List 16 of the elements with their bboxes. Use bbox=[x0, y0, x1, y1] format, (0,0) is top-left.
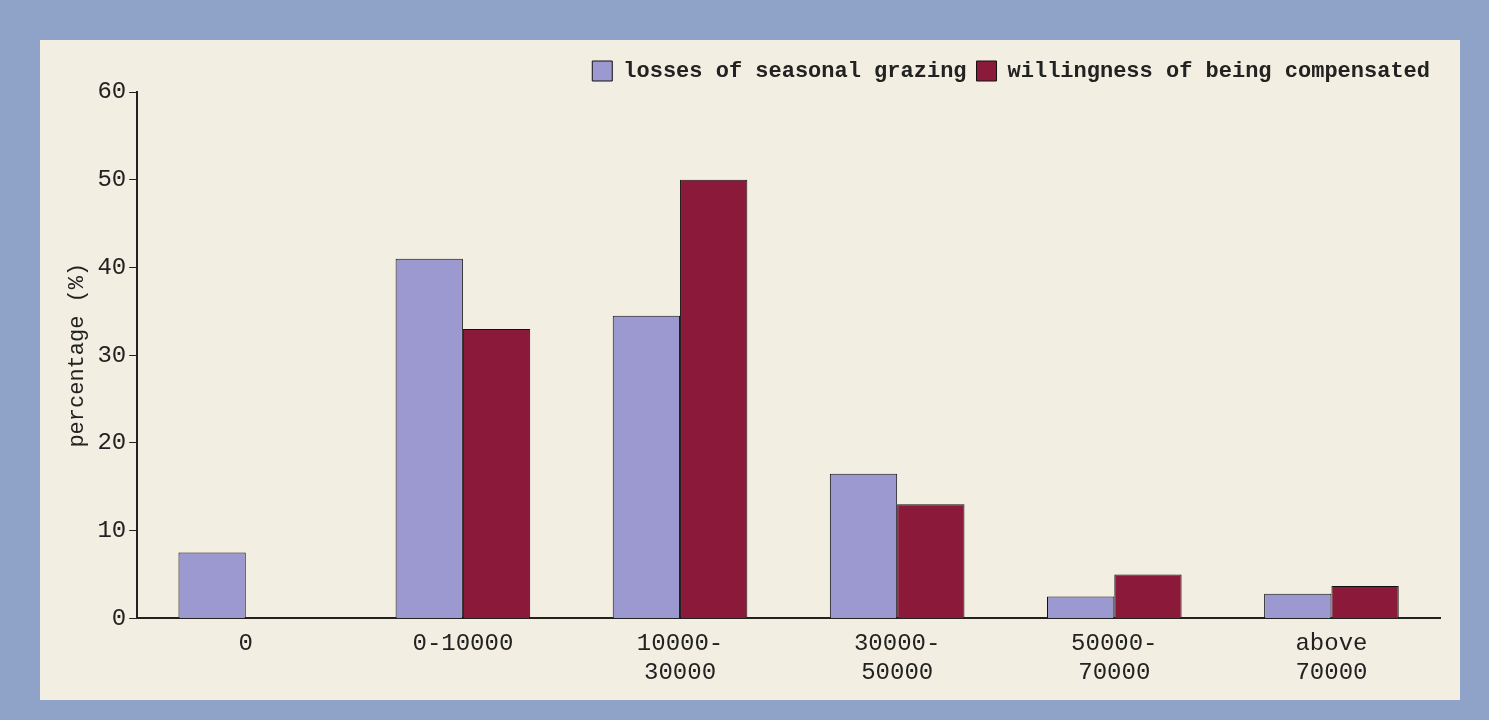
legend-label: willingness of being compensated bbox=[1007, 58, 1430, 84]
x-tick-label: above 70000 bbox=[1295, 630, 1368, 686]
x-tick-label: 50000-70000 bbox=[1071, 630, 1158, 686]
x-tick-label: 30000-50000 bbox=[853, 630, 941, 686]
y-axis-title: percentage (%) bbox=[65, 262, 91, 448]
x-tick-label: 10000-30000 bbox=[636, 630, 724, 686]
y-tick-label: 60 bbox=[97, 78, 127, 106]
x-tick-label: 0-10000 bbox=[412, 630, 514, 658]
y-tick-label: 0 bbox=[111, 604, 127, 632]
legend-label: losses of seasonal grazing bbox=[623, 58, 967, 84]
y-tick-label: 20 bbox=[97, 429, 127, 457]
x-tick-label: 0 bbox=[238, 630, 253, 658]
y-tick-label: 40 bbox=[97, 253, 127, 281]
y-tick-label: 10 bbox=[97, 517, 127, 545]
y-tick-label: 50 bbox=[97, 166, 127, 194]
y-tick-label: 30 bbox=[97, 341, 127, 369]
